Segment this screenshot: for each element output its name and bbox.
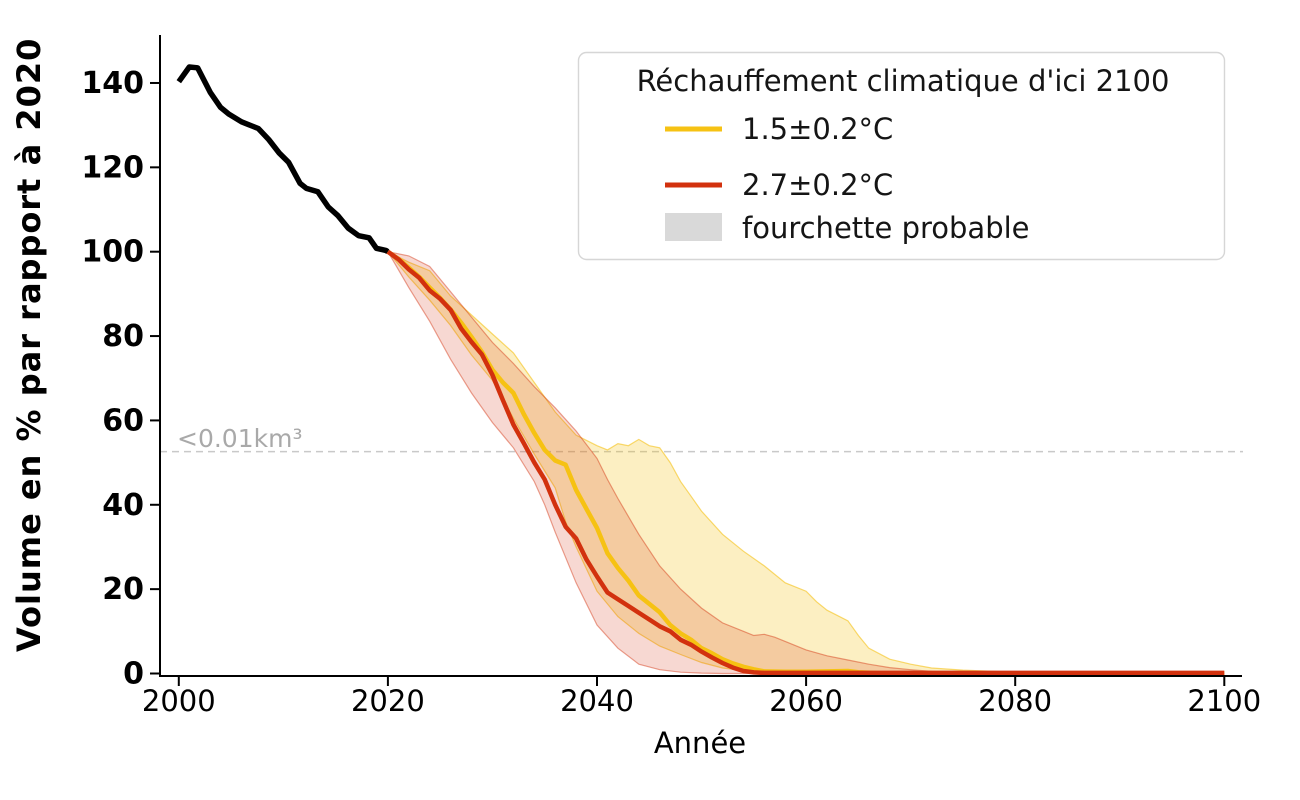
x-axis-title: Année [654, 726, 746, 760]
legend-swatch-probable-range-patch [665, 213, 722, 241]
y-axis-title: Volume en % par rapport à 2020 [10, 38, 48, 652]
x-tick-label: 2080 [978, 684, 1052, 718]
band-2.7±0.2°C [386, 250, 1225, 675]
line-2.7±0.2°C [386, 249, 1225, 676]
legend-label-2-7: 2.7±0.2°C [742, 168, 893, 202]
y-tick-label: 40 [102, 488, 144, 523]
legend-box [577, 51, 1226, 261]
legend-label-probable-range: fourchette probable [742, 211, 1030, 245]
threshold-annotation: <0.01km³ [177, 424, 302, 453]
legend-title: Réchauffement climatique d'ici 2100 [637, 64, 1170, 98]
y-tick-label: 20 [102, 572, 144, 607]
y-tick-label: 140 [81, 66, 144, 101]
x-tick-label: 2100 [1187, 684, 1261, 718]
y-tick-label: 0 [123, 657, 144, 692]
line-historique [176, 64, 390, 255]
legend: Réchauffement climatique d'ici 2100 1.5±… [577, 51, 1226, 261]
y-tick-label: 100 [81, 235, 144, 270]
x-tick-label: 2020 [351, 684, 425, 718]
x-tick-label: 2060 [769, 684, 843, 718]
legend-label-1-5: 1.5±0.2°C [742, 112, 893, 146]
x-tick-label: 2040 [560, 684, 634, 718]
uncertainty-bands-layer [386, 250, 1225, 675]
band-1.5±0.2°C [387, 251, 1225, 675]
y-tick-label: 60 [102, 403, 144, 438]
y-tick-label: 80 [102, 319, 144, 354]
x-tick-label: 2000 [142, 684, 216, 718]
series-lines-layer [176, 64, 1225, 676]
y-tick-label: 120 [81, 150, 144, 185]
